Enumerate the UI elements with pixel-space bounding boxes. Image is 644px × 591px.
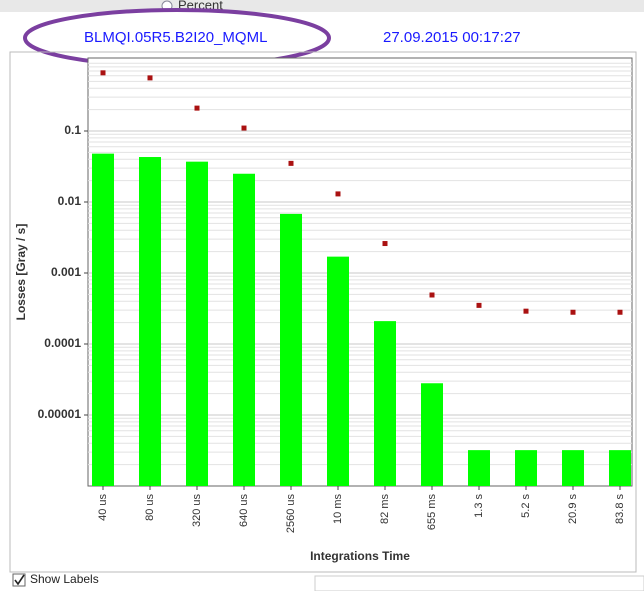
bar	[92, 153, 114, 486]
bar	[327, 256, 349, 486]
x-tick-label: 640 us	[238, 494, 250, 528]
bar	[515, 450, 537, 486]
bar	[562, 450, 584, 486]
bar	[421, 383, 443, 486]
chart-frame	[9, 51, 637, 573]
x-tick-label: 82 ms	[379, 494, 391, 524]
y-axis-label: Losses [Gray / s]	[14, 224, 28, 321]
bar	[186, 161, 208, 486]
x-tick-label: 5.2 s	[520, 494, 532, 518]
point	[194, 105, 200, 111]
y-tick-label: 0.0001	[44, 336, 81, 350]
point	[147, 75, 153, 81]
point	[523, 308, 529, 314]
toolbar	[0, 0, 644, 12]
point	[100, 70, 106, 76]
status-box	[314, 575, 644, 591]
x-axis-label: Integrations Time	[310, 549, 410, 563]
y-tick-label: 0.01	[58, 194, 82, 208]
point	[288, 160, 294, 166]
point	[382, 241, 388, 247]
bar	[374, 321, 396, 486]
channel-name: BLMQI.05R5.B2I20_MQML	[84, 29, 267, 46]
bar	[609, 450, 631, 486]
timestamp: 27.09.2015 00:17:27	[383, 29, 521, 46]
checkmark	[14, 574, 25, 586]
x-tick-label: 40 us	[97, 494, 109, 521]
point	[241, 125, 247, 131]
point	[429, 292, 435, 298]
bar	[468, 450, 490, 486]
bar	[139, 157, 161, 486]
x-tick-label: 20.9 s	[567, 494, 579, 524]
x-tick-label: 83.8 s	[614, 494, 626, 524]
x-tick-label: 2560 us	[285, 494, 297, 534]
y-tick-label: 0.001	[51, 265, 81, 279]
y-tick-label: 0.1	[64, 123, 81, 137]
y-tick-label: 0.00001	[38, 407, 82, 421]
x-tick-label: 80 us	[144, 494, 156, 521]
x-tick-label: 10 ms	[332, 494, 344, 524]
point	[570, 309, 576, 315]
x-tick-label: 655 ms	[426, 494, 438, 531]
point	[476, 302, 482, 308]
point	[335, 191, 341, 197]
x-tick-label: 1.3 s	[473, 494, 485, 518]
checkbox-label[interactable]: Show Labels	[30, 572, 99, 586]
bar	[280, 213, 302, 487]
point	[617, 309, 623, 315]
x-tick-label: 320 us	[191, 494, 203, 528]
bar	[233, 173, 255, 486]
